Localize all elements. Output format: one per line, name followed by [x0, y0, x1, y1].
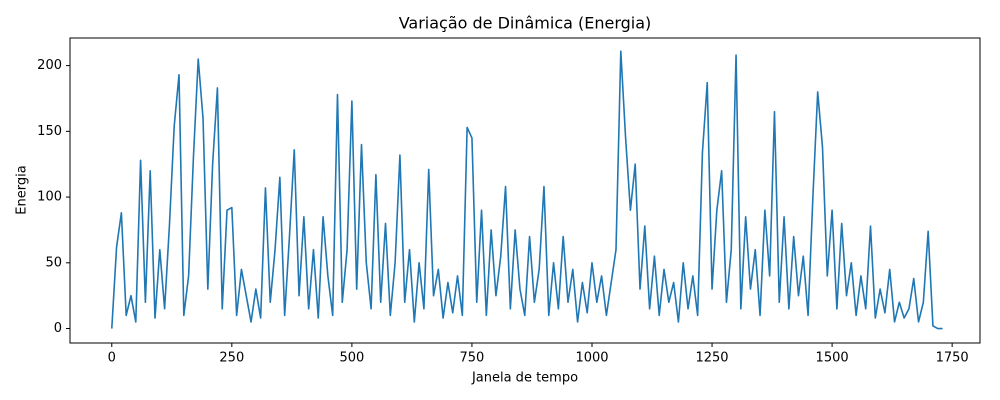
- y-tick-label: 100: [37, 190, 62, 205]
- x-tick-label: 1000: [575, 351, 608, 366]
- data-line: [110, 50, 943, 330]
- x-tick-label: 1500: [816, 351, 849, 366]
- x-tick-label: 500: [339, 351, 364, 366]
- chart-title: Variação de Dinâmica (Energia): [399, 14, 652, 33]
- x-tick-label: 1250: [695, 351, 728, 366]
- x-axis-label: Janela de tempo: [471, 371, 578, 386]
- y-tick-label: 50: [45, 255, 62, 270]
- x-tick-label: 250: [219, 351, 244, 366]
- y-axis-label: Energia: [15, 165, 30, 214]
- y-tick-label: 200: [37, 58, 62, 73]
- x-tick-label: 750: [460, 351, 485, 366]
- x-tick-label: 1750: [936, 351, 969, 366]
- plot-frame: [69, 37, 981, 344]
- y-tick-label: 0: [54, 321, 62, 336]
- y-tick-label: 150: [37, 124, 62, 139]
- x-tick-label: 0: [108, 351, 116, 366]
